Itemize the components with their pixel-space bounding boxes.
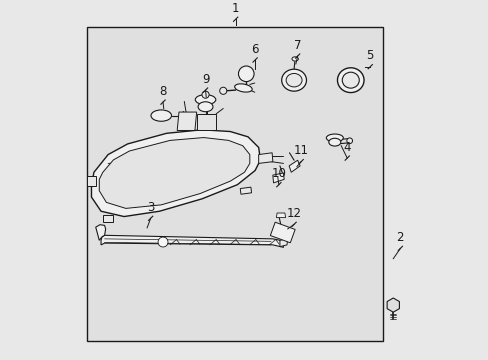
Ellipse shape (342, 72, 359, 88)
Circle shape (238, 66, 254, 82)
Text: 6: 6 (251, 43, 258, 56)
Polygon shape (102, 215, 113, 222)
Ellipse shape (151, 110, 171, 121)
Ellipse shape (325, 134, 343, 142)
Circle shape (158, 237, 168, 247)
Bar (87, 176, 96, 186)
Polygon shape (272, 173, 284, 183)
Text: 5: 5 (366, 49, 373, 63)
Ellipse shape (281, 69, 306, 91)
Text: 7: 7 (293, 39, 301, 52)
Polygon shape (386, 298, 399, 312)
Polygon shape (177, 112, 196, 130)
Polygon shape (258, 153, 272, 163)
Circle shape (202, 91, 209, 98)
Ellipse shape (337, 68, 363, 93)
Text: 1: 1 (231, 2, 239, 15)
Ellipse shape (285, 73, 302, 87)
Ellipse shape (291, 57, 298, 61)
Text: 3: 3 (147, 201, 154, 214)
Text: 12: 12 (286, 207, 301, 220)
Ellipse shape (234, 84, 252, 92)
Ellipse shape (195, 95, 215, 105)
Polygon shape (288, 160, 300, 172)
Polygon shape (276, 213, 285, 217)
Text: 4: 4 (343, 141, 350, 154)
Ellipse shape (328, 138, 340, 146)
Polygon shape (101, 235, 283, 247)
Text: 0: 0 (161, 239, 165, 245)
Text: 9: 9 (202, 73, 209, 86)
Text: 8: 8 (159, 85, 166, 98)
Polygon shape (96, 225, 105, 240)
Text: 11: 11 (293, 144, 308, 157)
Polygon shape (279, 239, 287, 247)
Circle shape (219, 87, 226, 94)
Bar (87, 27, 382, 341)
Text: 2: 2 (396, 231, 403, 244)
Polygon shape (240, 187, 251, 194)
Polygon shape (270, 222, 295, 243)
Circle shape (346, 138, 352, 144)
Ellipse shape (198, 102, 213, 112)
Polygon shape (196, 114, 216, 130)
Text: 10: 10 (271, 167, 285, 180)
Polygon shape (99, 138, 249, 208)
Polygon shape (91, 130, 260, 217)
